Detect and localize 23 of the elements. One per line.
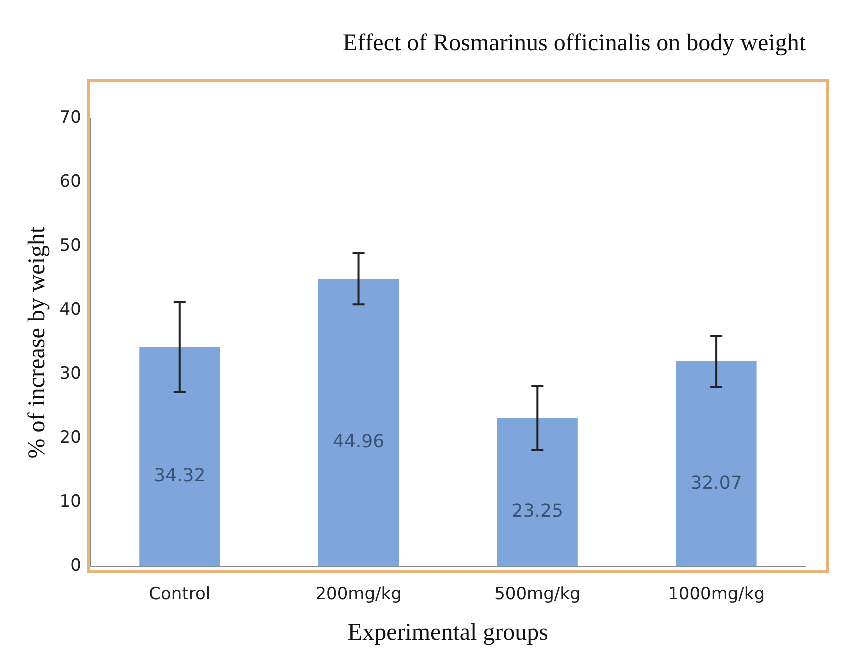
x-tick-label: Control xyxy=(149,584,211,604)
bar xyxy=(140,347,220,567)
x-tick-label: 200mg/kg xyxy=(316,584,402,604)
y-axis-title: % of increase by weight xyxy=(24,226,51,459)
data-label: 32.07 xyxy=(690,472,742,494)
y-tick-label: 50 xyxy=(60,236,82,256)
y-tick-label: 60 xyxy=(60,172,82,192)
x-tick-label: 500mg/kg xyxy=(494,584,581,604)
y-tick-label: 40 xyxy=(60,300,82,320)
y-tick-label: 20 xyxy=(60,428,82,448)
y-tick-label: 0 xyxy=(70,556,82,576)
y-tick-label: 70 xyxy=(60,108,82,128)
bar xyxy=(497,418,578,567)
bar xyxy=(318,279,400,567)
data-label: 23.25 xyxy=(512,501,564,522)
chart-title: Effect of Rosmarinus officinalis on body weight xyxy=(342,30,806,57)
data-label: 34.32 xyxy=(154,466,206,487)
data-label: 44.96 xyxy=(333,432,385,453)
x-axis-title: Experimental groups xyxy=(348,620,549,646)
y-tick-label: 10 xyxy=(60,492,82,512)
bar xyxy=(676,362,757,567)
x-tick-label: 1000mg/kg xyxy=(668,584,766,604)
y-tick-label: 30 xyxy=(60,364,82,384)
